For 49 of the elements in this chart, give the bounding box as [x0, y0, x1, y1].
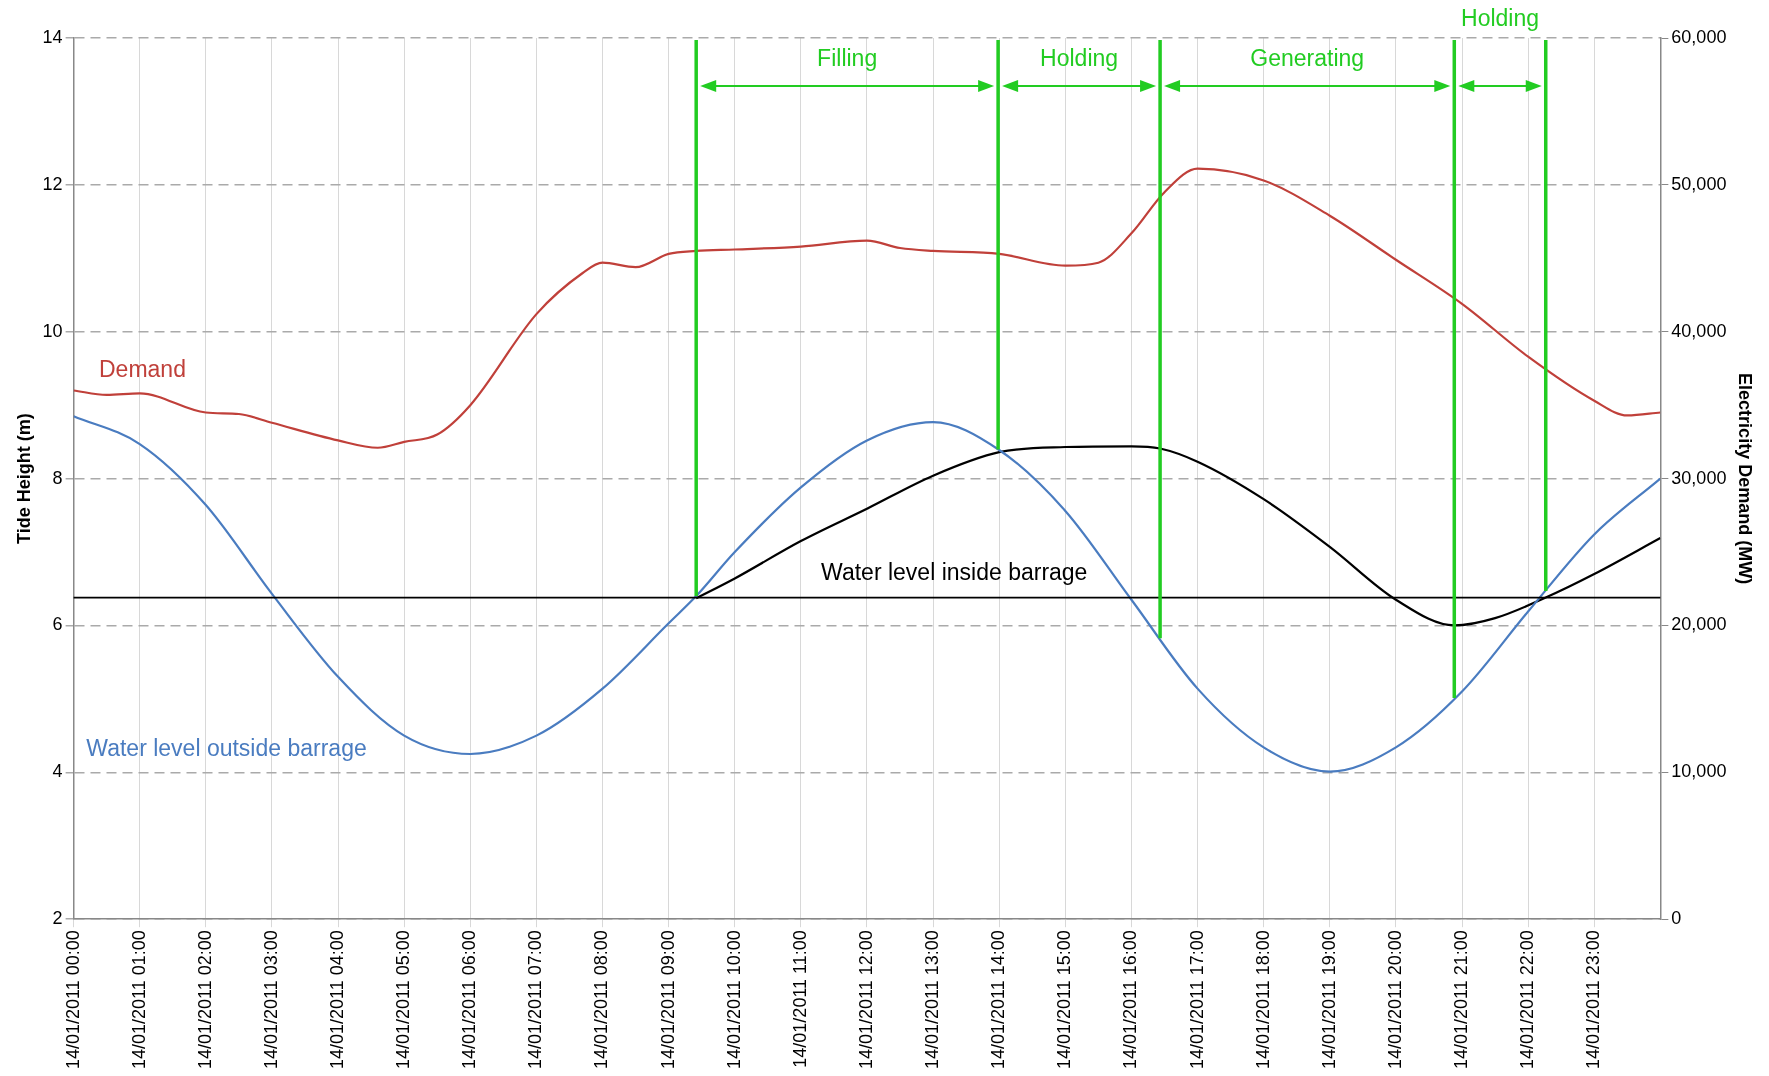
x-tick-label: 14/01/2011 10:00: [723, 930, 744, 1069]
x-tick-label: 14/01/2011 05:00: [393, 930, 414, 1069]
text: Holding: [1461, 5, 1540, 31]
x-tick-label: 14/01/2011 13:00: [922, 930, 943, 1069]
y-tick-label: 8: [52, 467, 63, 488]
x-tick-label: 14/01/2011 06:00: [459, 930, 480, 1069]
y-axis-title: Tide Height (m): [13, 413, 34, 544]
x-tick-label: 14/01/2011 19:00: [1318, 930, 1339, 1069]
x-tick-label: 14/01/2011 23:00: [1583, 930, 1604, 1069]
x-tick-label: 14/01/2011 14:00: [988, 930, 1009, 1069]
x-tick-label: 14/01/2011 15:00: [1054, 930, 1075, 1069]
series-label: Water level inside barrage: [821, 558, 1088, 585]
y2-tick-label: 10,000: [1671, 761, 1727, 782]
x-tick-label: 14/01/2011 12:00: [855, 930, 876, 1069]
y2-tick-label: 30,000: [1671, 467, 1727, 488]
x-tick-label: 14/01/2011 03:00: [260, 930, 281, 1069]
x-tick-label: 14/01/2011 16:00: [1120, 930, 1141, 1069]
y2-tick-label: 50,000: [1671, 173, 1727, 194]
series-label: Demand: [99, 356, 186, 383]
series-label: Water level outside barrage: [86, 735, 367, 762]
y2-axis-title: Electricity Demand (MW): [1735, 373, 1756, 585]
x-tick-label: 14/01/2011 01:00: [128, 930, 149, 1069]
x-tick-label: 14/01/2011 11:00: [789, 930, 810, 1068]
y2-tick-label: 0: [1671, 908, 1682, 929]
y-tick-label: 10: [42, 320, 63, 341]
x-tick-label: 14/01/2011 21:00: [1450, 930, 1471, 1069]
x-tick-label: 14/01/2011 22:00: [1517, 930, 1538, 1069]
y-tick-label: 4: [52, 761, 63, 782]
x-tick-label: 14/01/2011 04:00: [327, 930, 348, 1069]
y-tick-label: 14: [42, 26, 63, 47]
x-tick-label: 14/01/2011 18:00: [1252, 930, 1273, 1069]
line-series: [73, 167, 1661, 449]
y2-tick-label: 20,000: [1671, 614, 1727, 635]
annotation: Generating: [1250, 45, 1365, 71]
y2-tick-label: 60,000: [1671, 26, 1727, 47]
x-tick-label: 14/01/2011 20:00: [1384, 930, 1405, 1069]
y-tick-label: 12: [42, 173, 63, 194]
x-tick-label: 14/01/2011 17:00: [1186, 930, 1207, 1069]
y2-tick-label: 40,000: [1671, 320, 1727, 341]
y-tick-label: 6: [52, 614, 63, 635]
x-tick-label: 14/01/2011 07:00: [525, 930, 546, 1069]
annotation: Filling: [817, 45, 878, 71]
x-tick-label: 14/01/2011 00:00: [62, 930, 83, 1069]
x-tick-label: 14/01/2011 09:00: [657, 930, 678, 1069]
line-series: [73, 415, 1661, 773]
y-tick-label: 2: [52, 908, 63, 929]
annotation: Holding: [1040, 45, 1119, 71]
x-tick-label: 14/01/2011 08:00: [591, 930, 612, 1069]
x-tick-label: 14/01/2011 02:00: [194, 930, 215, 1069]
